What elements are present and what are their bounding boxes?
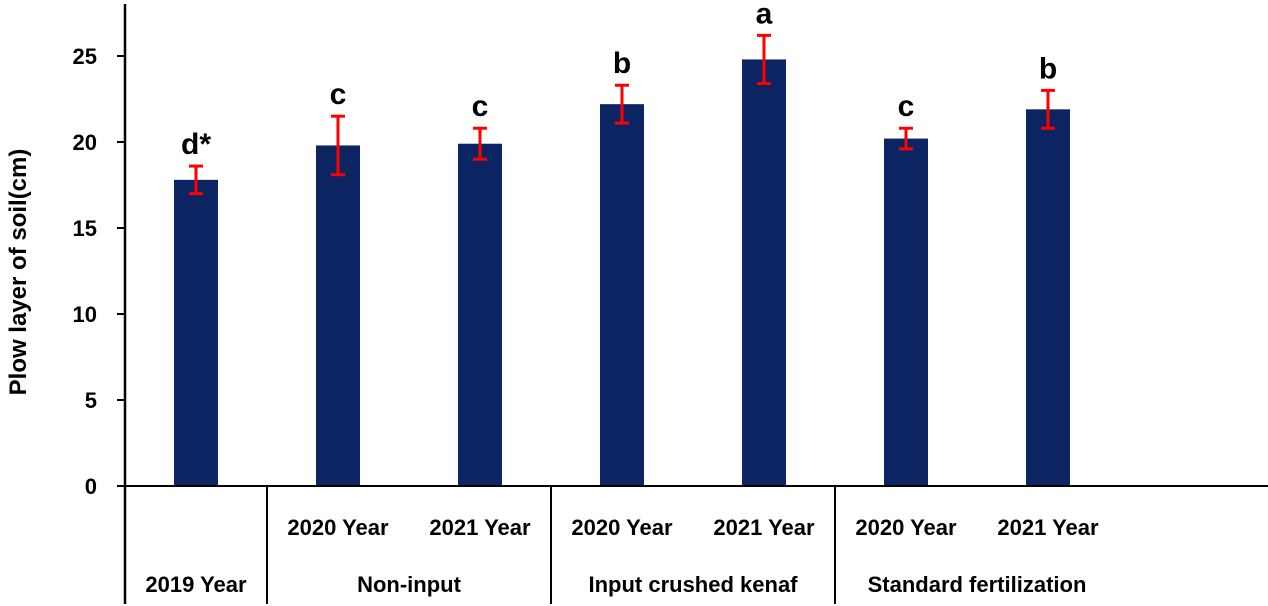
x-year-label: 2020 Year (855, 515, 957, 540)
error-bar (473, 126, 487, 161)
error-bar (189, 164, 203, 196)
axes-layer (117, 4, 1268, 604)
error-bar (899, 126, 913, 151)
x-year-label: 2021 Year (997, 515, 1099, 540)
bar (600, 104, 644, 486)
bar (316, 145, 360, 486)
x-group-label: Input crushed kenaf (588, 572, 798, 597)
bar (1026, 109, 1070, 486)
significance-label: c (330, 78, 347, 111)
y-tick-label: 25 (73, 44, 97, 69)
significance-label: a (756, 0, 773, 30)
labels-layer: 0 5 10 15 20 25 d* c 2020 Year c 2021 Year b 2020 Ye… (73, 0, 1099, 597)
x-group-label: Non-input (357, 572, 462, 597)
bars-layer (174, 33, 1070, 486)
bar (458, 143, 502, 486)
error-bar (615, 83, 629, 125)
bar (884, 138, 928, 486)
significance-label: b (1039, 52, 1057, 85)
x-year-label: 2020 Year (571, 515, 673, 540)
y-axis-title: Plow layer of soil(cm) (5, 149, 32, 396)
x-group-label: 2019 Year (145, 572, 247, 597)
error-bar (331, 114, 345, 177)
error-bar (757, 33, 771, 86)
y-tick-label: 10 (73, 302, 97, 327)
bar (742, 59, 786, 486)
bar (174, 179, 218, 486)
y-tick-label: 20 (73, 130, 97, 155)
x-year-label: 2021 Year (429, 515, 531, 540)
y-tick-label: 5 (85, 388, 97, 413)
y-tick-label: 0 (85, 474, 97, 499)
y-tick-label: 15 (73, 216, 97, 241)
x-group-label: Standard fertilization (868, 572, 1087, 597)
significance-label: c (898, 90, 915, 123)
x-year-label: 2021 Year (713, 515, 815, 540)
significance-label: b (613, 47, 631, 80)
error-bar (1041, 88, 1055, 130)
x-year-label: 2020 Year (287, 515, 389, 540)
significance-label: c (472, 90, 489, 123)
significance-label: d* (181, 128, 211, 161)
